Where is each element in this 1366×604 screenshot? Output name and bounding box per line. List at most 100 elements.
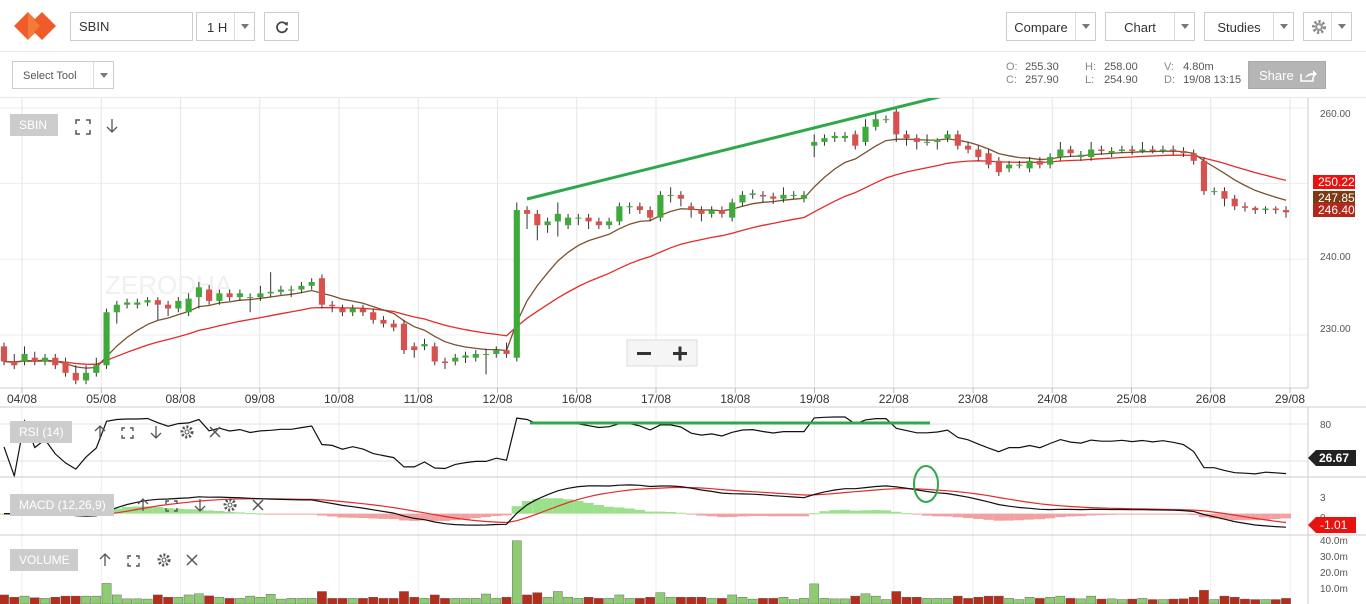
- macd-bar: [573, 500, 584, 514]
- volume-bar: [645, 597, 655, 604]
- interval-select[interactable]: 1 H: [196, 12, 255, 41]
- share-icon: [1300, 70, 1317, 82]
- kite-logo-icon[interactable]: [14, 10, 58, 42]
- select-tool-dropdown[interactable]: Select Tool: [12, 61, 114, 89]
- volume-bar: [1086, 595, 1096, 604]
- volume-bar: [819, 598, 830, 604]
- volume-bar: [214, 597, 225, 604]
- macd-bar: [973, 513, 984, 519]
- compare-button[interactable]: Compare: [1006, 12, 1096, 41]
- expand-icon[interactable]: [127, 555, 140, 567]
- volume-bar: [1270, 599, 1281, 604]
- candle: [841, 132, 849, 142]
- macd-bar: [152, 507, 163, 514]
- close-icon[interactable]: [252, 499, 264, 511]
- volume-bar: [727, 594, 737, 604]
- macd-bar: [952, 513, 963, 518]
- macd-line: [3, 484, 1287, 528]
- arrow-down-icon[interactable]: [150, 426, 162, 439]
- gear-icon: [1312, 20, 1326, 34]
- macd-bar: [1116, 513, 1128, 515]
- zoom-out-icon[interactable]: [637, 352, 651, 355]
- volume-bar: [665, 597, 676, 604]
- chevron-down-icon: [93, 62, 113, 88]
- share-button[interactable]: Share: [1248, 61, 1326, 89]
- macd-bar: [645, 511, 656, 514]
- rsi-pane: RSI (14) 80 26.67: [0, 406, 1366, 479]
- price-trendline[interactable]: [526, 98, 955, 201]
- refresh-button[interactable]: [264, 12, 299, 41]
- volume-bar: [952, 595, 963, 604]
- gear-icon[interactable]: [157, 553, 171, 567]
- arrow-down-icon[interactable]: [106, 119, 118, 133]
- candle: [1077, 151, 1084, 161]
- zoom-in-icon[interactable]: [673, 346, 687, 361]
- volume-bar: [737, 597, 748, 604]
- gear-icon[interactable]: [223, 498, 237, 512]
- arrow-up-icon[interactable]: [137, 498, 149, 511]
- candle: [729, 198, 736, 222]
- volume-bar: [1065, 598, 1076, 604]
- volume-bar: [163, 597, 173, 604]
- candle: [411, 342, 418, 358]
- candle: [831, 132, 838, 142]
- settings-button[interactable]: [1303, 12, 1352, 41]
- volume-bar: [101, 583, 112, 604]
- arrow-up-icon[interactable]: [94, 425, 106, 438]
- candle: [482, 348, 490, 375]
- volume-bar: [286, 598, 296, 604]
- volume-bar: [378, 598, 389, 604]
- candle: [759, 191, 767, 203]
- date-label: 16/08: [562, 392, 592, 406]
- date-label: 04/08: [7, 392, 37, 406]
- macd-bar: [583, 502, 594, 514]
- close-icon[interactable]: [209, 426, 221, 438]
- candle: [185, 293, 192, 317]
- gear-icon[interactable]: [180, 425, 194, 439]
- volume-bar: [440, 598, 450, 604]
- studies-button[interactable]: Studies: [1204, 12, 1294, 41]
- volume-bar: [194, 593, 204, 604]
- candle: [667, 187, 674, 203]
- volume-bar: [635, 598, 645, 604]
- candle: [1057, 141, 1064, 161]
- chevron-down-icon: [234, 13, 254, 40]
- zoom-controls: [626, 339, 698, 367]
- volume-bar: [1024, 597, 1035, 604]
- arrow-up-icon[interactable]: [99, 553, 111, 566]
- volume-bar: [1096, 598, 1107, 604]
- volume-bar: [1158, 599, 1168, 604]
- chart-type-button[interactable]: Chart: [1105, 12, 1195, 41]
- macd-bar: [1003, 513, 1015, 521]
- candle: [1211, 187, 1218, 195]
- volume-bar: [50, 597, 61, 604]
- expand-icon[interactable]: [121, 427, 134, 439]
- symbol-search-input[interactable]: [70, 12, 193, 41]
- macd-bar: [1065, 513, 1076, 517]
- candle: [657, 191, 664, 222]
- chart-canvas[interactable]: ZERODHA 260.00 240.00 230.00 250.22 247.…: [0, 98, 1366, 604]
- main-pane-header: SBIN: [10, 114, 118, 136]
- volume-bar: [758, 598, 768, 604]
- candle: [688, 202, 695, 218]
- arrow-down-icon[interactable]: [194, 499, 206, 512]
- macd-bar: [275, 513, 287, 515]
- macd-bar: [1270, 513, 1281, 519]
- candle: [195, 281, 202, 309]
- expand-icon[interactable]: [75, 119, 91, 135]
- macd-bar: [737, 513, 748, 517]
- macd-bar: [1219, 513, 1230, 520]
- candle: [944, 130, 951, 142]
- macd-bar: [1014, 513, 1025, 521]
- date-axis: 04/08 05/08 08/08 09/08 10/08 11/08 12/08 16/08…: [0, 387, 1308, 406]
- volume-value: 4.80m: [1183, 61, 1214, 73]
- close-icon[interactable]: [186, 554, 198, 566]
- candle: [1006, 160, 1013, 173]
- crossover-circle[interactable]: [913, 465, 939, 503]
- macd-bar: [337, 513, 348, 518]
- candle: [503, 342, 510, 358]
- macd-bar: [511, 506, 522, 514]
- volume-bar: [532, 592, 543, 604]
- macd-bar: [727, 513, 738, 517]
- expand-icon[interactable]: [165, 500, 178, 512]
